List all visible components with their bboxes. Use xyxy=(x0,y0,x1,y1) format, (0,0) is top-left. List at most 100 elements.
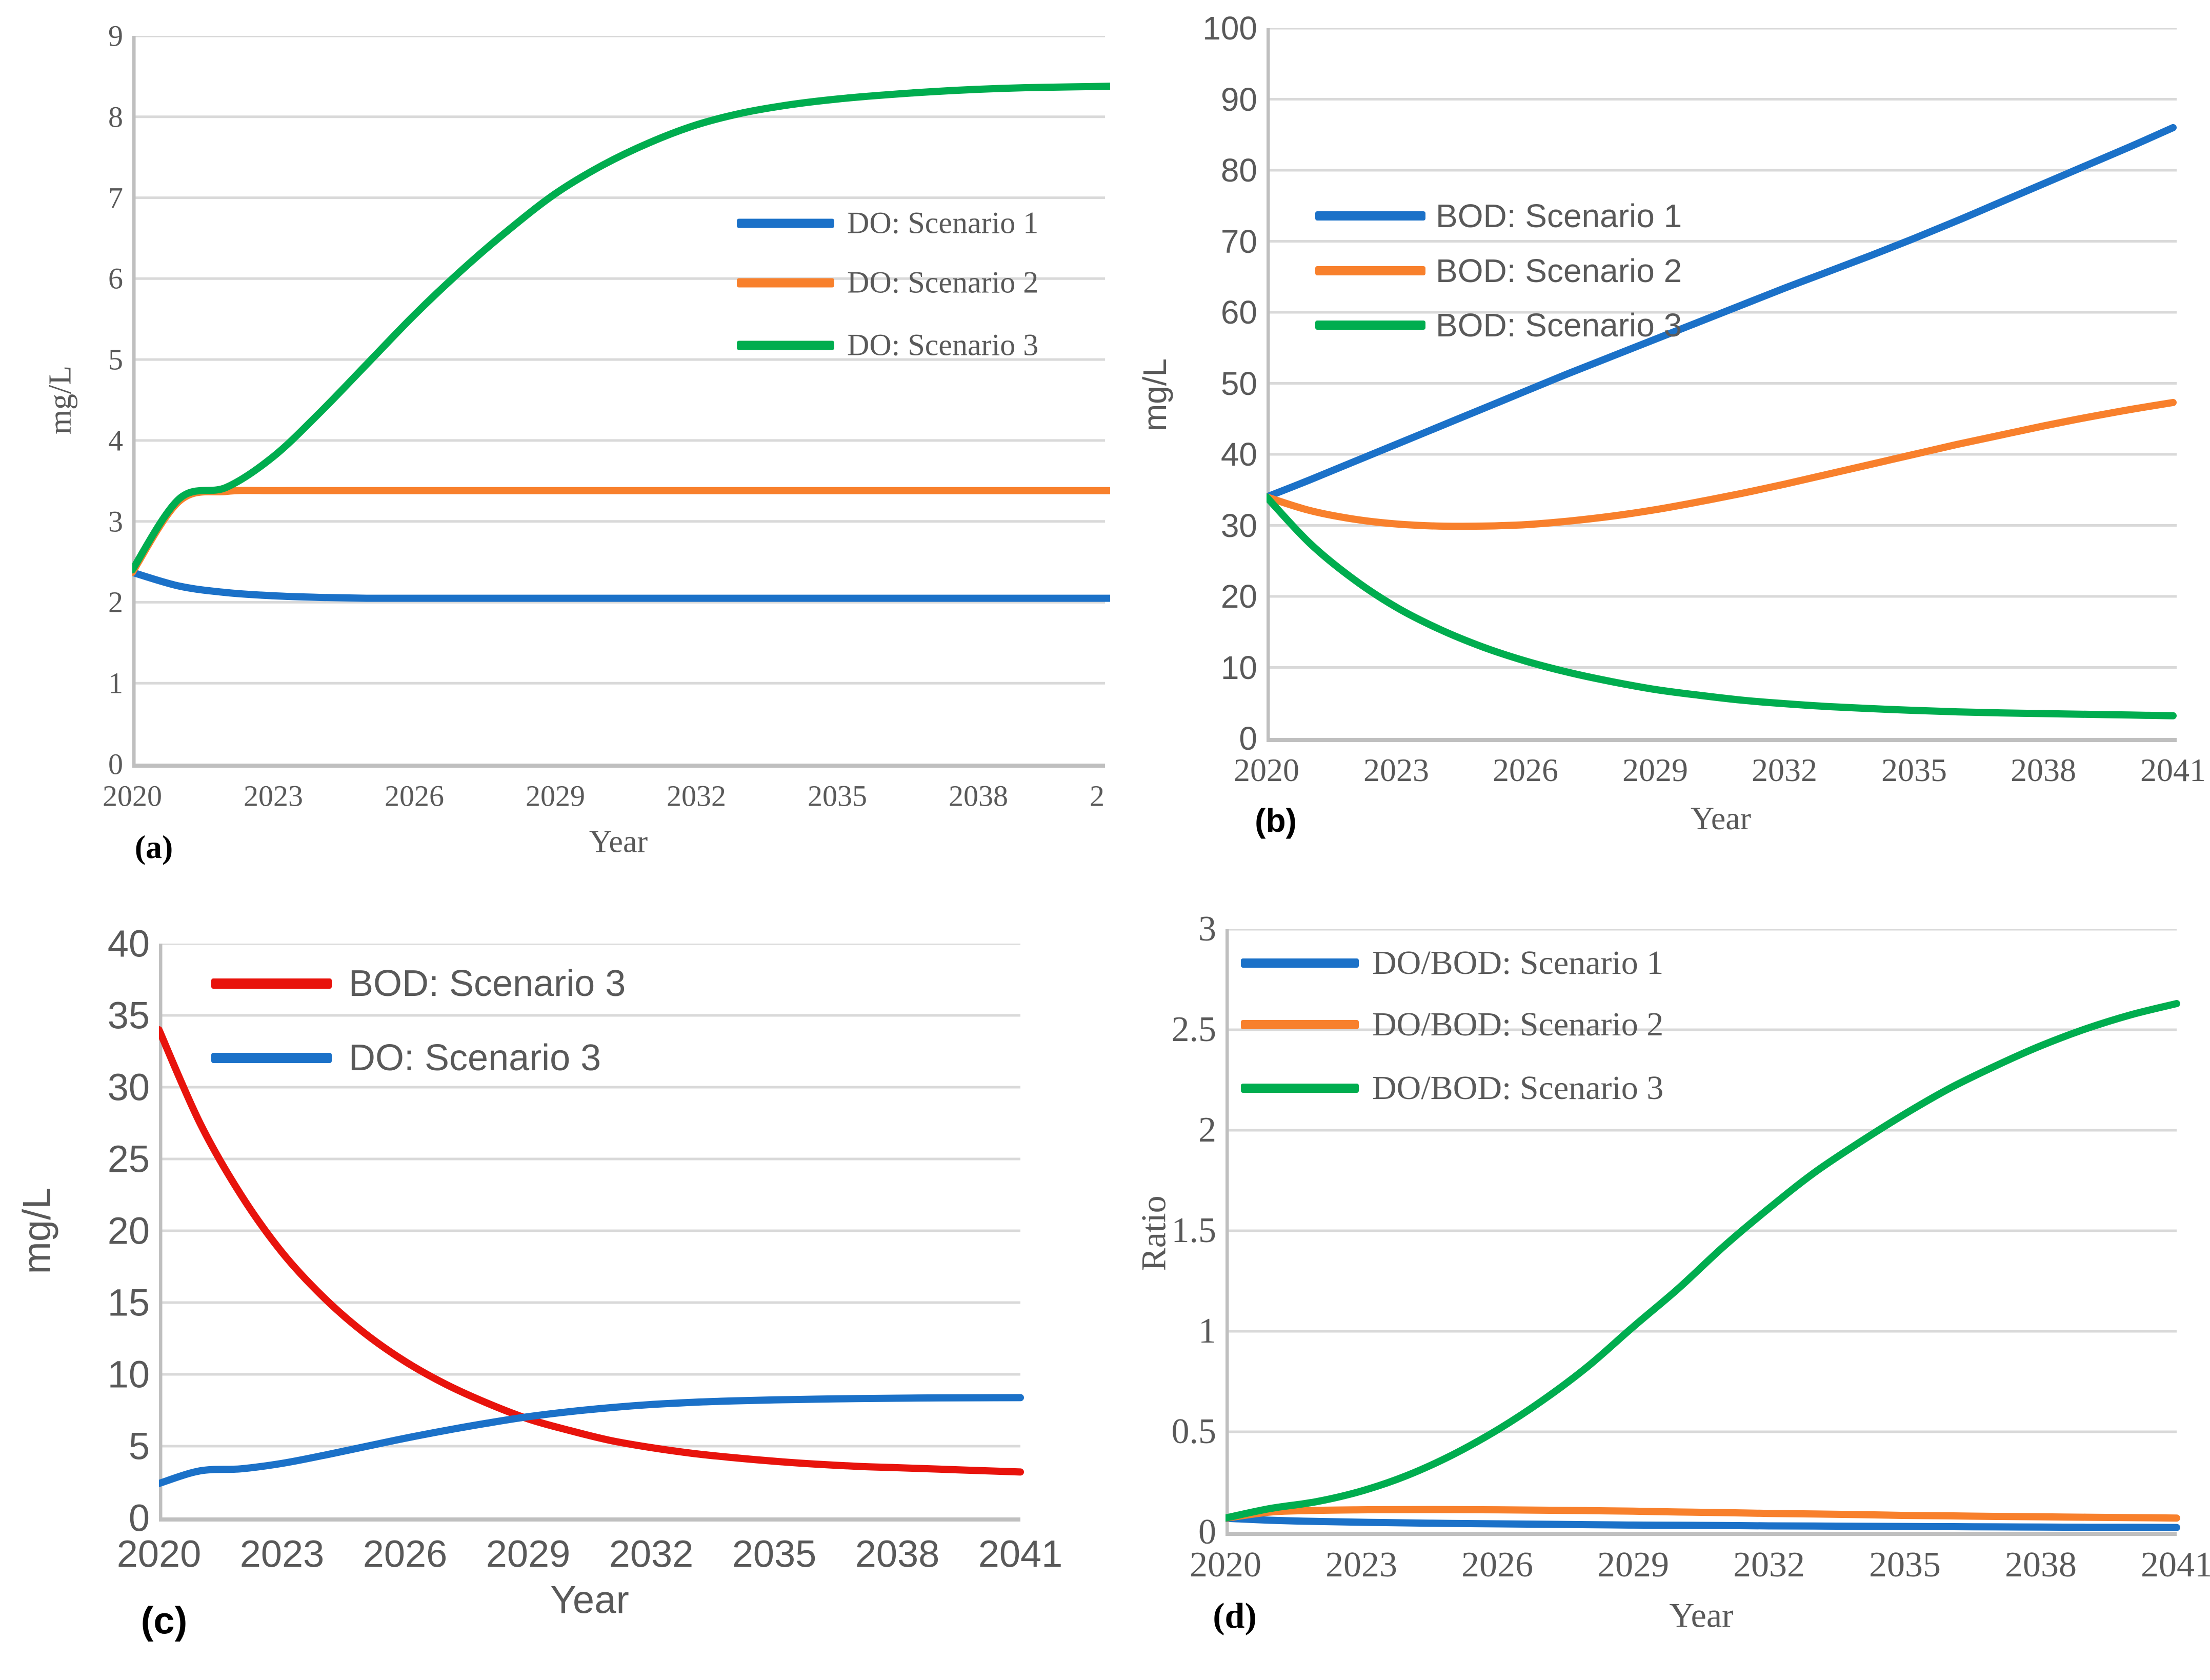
legend-line-swatch xyxy=(1241,1020,1359,1029)
series-line-bod-scenario-1 xyxy=(1267,124,2177,501)
y-tick-label: 9 xyxy=(108,19,123,53)
y-tick-label: 7 xyxy=(108,181,123,215)
y-tick-label: 2.5 xyxy=(1171,1010,1217,1049)
legend-label: BOD: Scenario 3 xyxy=(349,963,626,1004)
legend-line-swatch xyxy=(1315,266,1425,275)
y-axis-title: mg/L xyxy=(43,365,78,435)
x-tick-label: 2035 xyxy=(1881,752,1947,788)
y-tick-label: 5 xyxy=(108,343,123,376)
legend-label: DO: Scenario 3 xyxy=(847,328,1039,362)
x-tick-label: 2032 xyxy=(667,779,726,813)
x-tick-label: 2032 xyxy=(609,1532,694,1575)
x-tick-label: 2020 xyxy=(1190,1545,1261,1585)
legend-row: DO: Scenario 3 xyxy=(211,1037,601,1079)
x-tick-label: 2029 xyxy=(1622,752,1688,788)
x-tick-label: 2032 xyxy=(1752,752,1817,788)
legend-line-swatch xyxy=(1241,1084,1359,1093)
y-tick-label: 20 xyxy=(107,1209,150,1252)
x-axis-title: Year xyxy=(1691,800,1751,836)
x-axis-title: Year xyxy=(550,1578,629,1622)
x-tick-label: 2038 xyxy=(2005,1545,2077,1585)
y-tick-label: 0 xyxy=(1239,720,1257,757)
x-tick-label: 2026 xyxy=(1461,1545,1533,1585)
y-tick-label: 1 xyxy=(1198,1311,1216,1351)
y-tick-label: 10 xyxy=(1220,649,1257,686)
x-tick-label: 2026 xyxy=(363,1532,448,1575)
x-tick-label: 2041 xyxy=(2141,1545,2210,1585)
y-tick-label: 6 xyxy=(108,262,123,295)
x-axis-title: Year xyxy=(1669,1595,1734,1635)
y-tick-label: 10 xyxy=(107,1353,150,1396)
legend-label: BOD: Scenario 2 xyxy=(1436,252,1682,289)
legend-label: BOD: Scenario 3 xyxy=(1436,307,1682,344)
y-tick-label: 5 xyxy=(128,1425,150,1468)
plot-area-d xyxy=(1225,929,2180,1536)
x-tick-label: 2029 xyxy=(526,779,585,813)
y-tick-label: 50 xyxy=(1220,365,1257,402)
y-tick-label: 40 xyxy=(107,922,150,965)
series-line-bod-scenario-3 xyxy=(1267,493,2177,719)
x-tick-label: 2041 xyxy=(2140,752,2206,788)
y-tick-label: 80 xyxy=(1220,152,1257,189)
x-tick-label: 2038 xyxy=(855,1532,940,1575)
y-tick-label: 0 xyxy=(128,1496,150,1539)
x-tick-label: 2038 xyxy=(949,779,1008,813)
series-line-bod-scenario-2 xyxy=(1267,398,2177,530)
x-axis-tick-row: 2020 2023 2026 2029 2032 2035 2038 2041 xyxy=(0,765,1105,827)
y-tick-label: 35 xyxy=(107,994,150,1037)
series-line-do-bod-scenario-3 xyxy=(1225,1000,2180,1522)
x-tick-label: 2026 xyxy=(385,779,444,813)
y-tick-label: 4 xyxy=(108,424,123,457)
y-tick-label: 90 xyxy=(1220,81,1257,118)
y-tick-label: 2 xyxy=(108,585,123,619)
y-tick-label: 60 xyxy=(1220,294,1257,331)
plot-area-c xyxy=(159,944,1024,1522)
x-axis-tick-row: 2020 2023 2026 2029 2032 2035 2038 2041 xyxy=(0,739,2210,801)
series-line-do-scenario-3 xyxy=(159,1394,1024,1487)
y-tick-label: 0 xyxy=(1198,1512,1216,1552)
y-tick-label: 25 xyxy=(107,1137,150,1181)
legend-line-swatch xyxy=(737,278,834,287)
x-tick-label: 2032 xyxy=(1733,1545,1805,1585)
legend-row: DO: Scenario 2 xyxy=(737,265,1038,301)
legend-line-swatch xyxy=(1315,211,1425,221)
x-tick-label: 2023 xyxy=(244,779,303,813)
legend-row: BOD: Scenario 3 xyxy=(211,963,626,1005)
x-tick-label: 2038 xyxy=(2011,752,2076,788)
y-tick-label: 0.5 xyxy=(1171,1412,1217,1451)
legend-row: DO: Scenario 1 xyxy=(737,206,1038,241)
legend-line-swatch xyxy=(1315,321,1425,330)
y-tick-label: 0 xyxy=(108,747,123,781)
series-line-do-scenario-1 xyxy=(132,569,1110,602)
x-tick-label: 2026 xyxy=(1493,752,1558,788)
y-tick-label: 8 xyxy=(108,100,123,134)
series-line-do-scenario-2 xyxy=(132,487,1110,576)
y-tick-label: 70 xyxy=(1220,223,1257,260)
plot-area-a xyxy=(132,36,1110,768)
legend-row: DO: Scenario 3 xyxy=(737,328,1038,363)
y-tick-label: 1 xyxy=(108,666,123,700)
y-tick-label: 1.5 xyxy=(1171,1211,1217,1250)
legend-row: BOD: Scenario 2 xyxy=(1315,252,1682,290)
series-line-do-scenario-3 xyxy=(132,83,1110,574)
x-tick-label: 2035 xyxy=(732,1532,817,1575)
panel-letter-b: (b) xyxy=(1255,802,1297,839)
panel-letter-d: (d) xyxy=(1213,1596,1257,1636)
legend-row: BOD: Scenario 3 xyxy=(1315,306,1682,344)
y-tick-label: 30 xyxy=(107,1066,150,1109)
legend-line-swatch xyxy=(211,1053,332,1063)
y-axis-title: mg/L xyxy=(1136,358,1173,432)
y-axis-title: mg/L xyxy=(15,1187,59,1274)
x-tick-label: 2023 xyxy=(1363,752,1429,788)
legend-label: DO: Scenario 3 xyxy=(349,1037,601,1078)
panel-letter-a: (a) xyxy=(134,829,173,865)
legend-line-swatch xyxy=(737,341,834,350)
y-tick-label: 2 xyxy=(1198,1110,1216,1150)
x-tick-label: 2023 xyxy=(239,1532,325,1575)
y-tick-label: 100 xyxy=(1202,10,1257,47)
legend-label: DO/BOD: Scenario 2 xyxy=(1372,1006,1664,1043)
x-axis-title: Year xyxy=(589,824,648,859)
